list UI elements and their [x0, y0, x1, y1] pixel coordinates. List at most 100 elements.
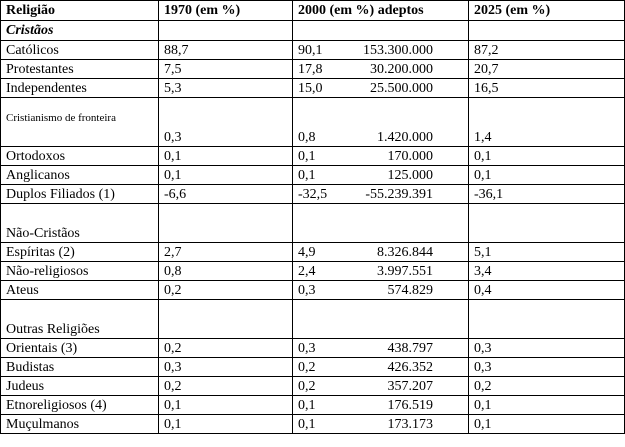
value-2000-adepts: -55.239.391: [365, 187, 433, 202]
value-2000-percent: 0,3: [298, 283, 316, 298]
table-row: Duplos Filiados (1) -6,6 -32,5 -55.239.391-…: [0, 184, 625, 204]
religion-name: Cristianismo de fronteira: [6, 112, 116, 124]
religion-name-cell: Independentes: [0, 78, 159, 98]
table-row: Judeus 0,2 0,2 357.207 0,2: [0, 376, 625, 396]
header-2025: 2025 (em %): [468, 0, 625, 21]
value-1970: 0,1: [158, 165, 293, 185]
value-2025: 87,2: [468, 40, 625, 60]
value-2000-adepts: 3.997.551: [377, 264, 433, 279]
value-2000-cell: 0,1 176.519: [292, 395, 469, 415]
value-1970: 2,7: [158, 242, 293, 262]
value-2025: 0,1: [468, 395, 625, 415]
value-2000-cell: 0,3 574.829: [292, 280, 469, 300]
header-1970: 1970 (em %): [158, 0, 293, 21]
table-row: Cristianismo de fronteira 0,3 0,8 1.420.000…: [0, 97, 625, 147]
group-nao-cristaos: Espíritas (2) 2,7 4,9 8.326.844 5,1 Não-relig…: [0, 242, 625, 300]
religion-name-cell: Protestantes: [0, 59, 159, 79]
value-2000-cell: 0,1 125.000: [292, 165, 469, 185]
value-2025: -36,1: [468, 184, 625, 204]
value-1970: 0,1: [158, 414, 293, 434]
value-2000-percent: 0,1: [298, 398, 316, 413]
header-religion: Religião: [0, 0, 159, 21]
value-2000-adepts: 125.000: [387, 168, 434, 183]
section-row-outras: Outras Religiões: [0, 299, 625, 339]
religion-name-cell: Duplos Filiados (1): [0, 184, 159, 204]
group-outras: Orientais (3) 0,2 0,3 438.797 0,3 Budistas 0,3…: [0, 338, 625, 434]
value-1970: 0,2: [158, 376, 293, 396]
table-row: Orientais (3) 0,2 0,3 438.797 0,3: [0, 338, 625, 358]
table-row: Espíritas (2) 2,7 4,9 8.326.844 5,1: [0, 242, 625, 262]
value-2000-percent: 0,2: [298, 379, 316, 394]
header-2000: 2000 (em %) adeptos: [292, 0, 469, 21]
religion-name-cell: Judeus: [0, 376, 159, 396]
value-2025: 20,7: [468, 59, 625, 79]
religion-name-cell: Ateus: [0, 280, 159, 300]
value-2000-percent: 2,4: [298, 264, 316, 279]
value-2000-percent: -32,5: [298, 187, 328, 202]
value-2025: 0,3: [468, 357, 625, 377]
value-2000-cell: 2,4 3.997.551: [292, 261, 469, 281]
value-2000-cell: 0,2 357.207: [292, 376, 469, 396]
value-2000-adepts: 426.352: [387, 360, 434, 375]
value-2000-cell: 0,1 173.173: [292, 414, 469, 434]
table-row: Muçulmanos 0,1 0,1 173.173 0,1: [0, 414, 625, 434]
religion-name-cell: Budistas: [0, 357, 159, 377]
value-2000-percent: 0,1: [298, 168, 316, 183]
section-title-outras: Outras Religiões: [0, 299, 159, 339]
value-1970: 0,1: [158, 146, 293, 166]
section-row-nao-cristaos: Não-Cristãos: [0, 203, 625, 243]
value-2000-percent: 17,8: [298, 62, 323, 77]
value-2000-adepts: 170.000: [387, 149, 434, 164]
value-2000-percent: 4,9: [298, 245, 316, 260]
value-1970: 5,3: [158, 78, 293, 98]
value-2000-percent: 0,8: [298, 130, 316, 145]
section-title-nao-cristaos: Não-Cristãos: [0, 203, 159, 243]
value-2000-cell: 0,8 1.420.000: [292, 97, 469, 147]
value-1970: 0,2: [158, 280, 293, 300]
value-2000-cell: -32,5 -55.239.391: [292, 184, 469, 204]
value-2025: 0,1: [468, 146, 625, 166]
religion-name-cell: Orientais (3): [0, 338, 159, 358]
value-2000-adepts: 574.829: [387, 283, 434, 298]
table-row: Ortodoxos 0,1 0,1 170.000 0,1: [0, 146, 625, 166]
value-2000-percent: 0,2: [298, 360, 316, 375]
value-2025: 0,1: [468, 414, 625, 434]
value-1970: 0,2: [158, 338, 293, 358]
religion-name-cell: Espíritas (2): [0, 242, 159, 262]
religion-name-cell: Etnoreligiosos (4): [0, 395, 159, 415]
value-2025: 5,1: [468, 242, 625, 262]
value-2025: 1,4: [468, 97, 625, 147]
value-2000-adepts: 173.173: [387, 417, 434, 432]
value-2000-cell: 0,2 426.352: [292, 357, 469, 377]
value-2000-cell: 15,0 25.500.000: [292, 78, 469, 98]
religion-name-cell: Não-religiosos: [0, 261, 159, 281]
section-row-cristaos: Cristãos: [0, 20, 625, 41]
value-2000-percent: 0,1: [298, 417, 316, 432]
religion-name-cell: Cristianismo de fronteira: [0, 97, 159, 147]
value-1970: 0,8: [158, 261, 293, 281]
value-2000-cell: 4,9 8.326.844: [292, 242, 469, 262]
value-2000-percent: 0,3: [298, 341, 316, 356]
value-2000-percent: 15,0: [298, 81, 323, 96]
table-row: Católicos 88,7 90,1 153.300.000 87,2: [0, 40, 625, 60]
table-row: Não-religiosos 0,8 2,4 3.997.551 3,4: [0, 261, 625, 281]
value-2000-cell: 0,1 170.000: [292, 146, 469, 166]
value-2025: 0,2: [468, 376, 625, 396]
value-2000-adepts: 153.300.000: [363, 43, 433, 58]
table-row: Etnoreligiosos (4) 0,1 0,1 176.519 0,1: [0, 395, 625, 415]
value-2025: 0,3: [468, 338, 625, 358]
table-row: Anglicanos 0,1 0,1 125.000 0,1: [0, 165, 625, 185]
section-title-cristaos: Cristãos: [0, 20, 159, 41]
value-2025: 0,1: [468, 165, 625, 185]
value-2025: 3,4: [468, 261, 625, 281]
value-2000-adepts: 30.200.000: [370, 62, 433, 77]
value-2000-adepts: 25.500.000: [370, 81, 433, 96]
religion-table: Religião 1970 (em %) 2000 (em %) adeptos…: [0, 0, 625, 434]
value-2000-adepts: 357.207: [387, 379, 434, 394]
table-row: Budistas 0,3 0,2 426.352 0,3: [0, 357, 625, 377]
religion-name-cell: Ortodoxos: [0, 146, 159, 166]
header-row: Religião 1970 (em %) 2000 (em %) adeptos…: [0, 0, 625, 21]
table-row: Independentes 5,3 15,0 25.500.000 16,5: [0, 78, 625, 98]
value-2025: 0,4: [468, 280, 625, 300]
religion-name-cell: Católicos: [0, 40, 159, 60]
